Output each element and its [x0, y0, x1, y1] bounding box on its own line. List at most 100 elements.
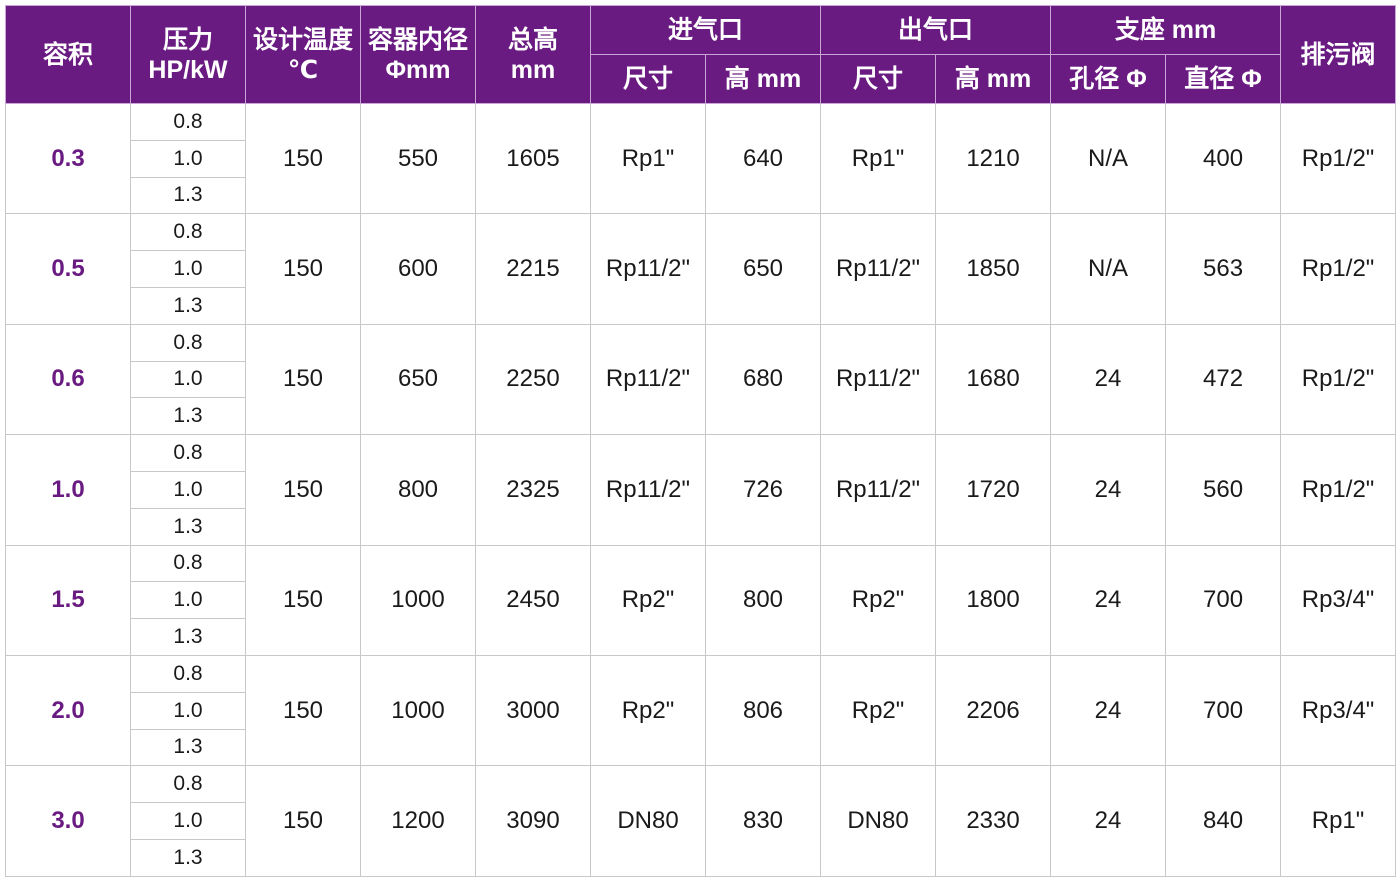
cell-temp: 150	[245, 102, 361, 215]
header-drain-valve: 排污阀	[1280, 5, 1397, 104]
header-outlet: 出气口	[820, 5, 1052, 55]
cell-inlet-size: Rp11/2"	[590, 213, 706, 325]
header-pressure: 压力 HP/kW	[130, 5, 246, 104]
cell-support-dia: 400	[1165, 102, 1282, 215]
cell-hole: 24	[1050, 765, 1167, 877]
cell-pressure: 0.8	[130, 765, 246, 804]
cell-inlet-height: 650	[704, 213, 822, 325]
cell-drain: Rp3/4"	[1280, 654, 1397, 767]
table-row: 1.0	[6, 139, 1396, 178]
cell-inlet-height: 726	[704, 434, 822, 546]
header-inlet-size: 尺寸	[590, 54, 706, 104]
cell-support-dia: 700	[1165, 654, 1282, 767]
table-row: 1.0	[6, 802, 1396, 840]
cell-support-dia: 563	[1165, 213, 1282, 325]
table-row: 0.3 0.8 150 550 1605 Rp1" 640 Rp1" 1210 N/A 400 Rp1…	[5, 102, 1397, 215]
header-height-unit: mm	[510, 55, 556, 84]
cell-pressure: 1.3	[130, 618, 246, 656]
cell-outlet-size: Rp1"	[820, 102, 937, 215]
cell-temp: 150	[245, 213, 361, 325]
cell-pressure: 0.8	[130, 654, 246, 693]
table-row: 3.0 0.8 150 1200 3090 DN80 830 DN80 2330 24 840 Rp1…	[5, 765, 1397, 877]
cell-outlet-height: 1800	[935, 544, 1052, 656]
cell-outlet-height: 1680	[935, 323, 1052, 436]
cell-support-dia: 840	[1165, 765, 1282, 877]
cell-inlet-size: Rp11/2"	[590, 434, 706, 546]
header-diameter-unit: Φmm	[385, 55, 451, 84]
cell-pressure: 1.0	[130, 581, 246, 620]
table-body: 0.3 0.8 150 550 1605 Rp1" 640 Rp1" 1210 N/A 400 Rp1…	[5, 102, 1397, 877]
spec-table: 容积 压力 HP/kW 设计温度 ℃ 容器内径 Φmm 总高 mm 进气口 出气口 支座…	[5, 5, 1397, 877]
table-row: 1.0	[6, 691, 1396, 730]
table-row: 0.6 0.8 150 650 2250 Rp11/2" 680 Rp11/2" 1680 24 4…	[5, 323, 1397, 436]
header-outlet-size: 尺寸	[820, 54, 937, 104]
cell-drain: Rp1/2"	[1280, 213, 1397, 325]
cell-outlet-height: 2206	[935, 654, 1052, 767]
cell-height: 3000	[475, 654, 591, 767]
cell-outlet-size: Rp2"	[820, 654, 937, 767]
header-design-temp: 设计温度 ℃	[245, 5, 361, 104]
cell-temp: 150	[245, 323, 361, 436]
cell-hole: 24	[1050, 323, 1167, 436]
table-header: 容积 压力 HP/kW 设计温度 ℃ 容器内径 Φmm 总高 mm 进气口 出气口 支座…	[5, 5, 1397, 104]
header-inlet: 进气口	[589, 5, 822, 55]
cell-drain: Rp1"	[1280, 765, 1397, 877]
table-row: 0.5 0.8 150 600 2215 Rp11/2" 650 Rp11/2" 1850 N/A…	[5, 213, 1397, 325]
header-outlet-height: 高 mm	[935, 54, 1052, 104]
cell-inlet-size: Rp2"	[590, 544, 706, 656]
table-row: 1.3	[6, 397, 1396, 436]
cell-outlet-height: 1850	[935, 213, 1052, 325]
cell-pressure: 1.3	[130, 728, 246, 767]
cell-pressure: 1.0	[130, 139, 246, 178]
header-total-height: 总高 mm	[475, 5, 591, 104]
cell-height: 3090	[475, 765, 591, 877]
cell-pressure: 1.0	[130, 250, 246, 288]
cell-pressure: 0.8	[130, 213, 246, 252]
cell-hole: N/A	[1050, 213, 1167, 325]
header-height-label: 总高	[507, 25, 558, 54]
table-row: 1.3	[6, 838, 1396, 877]
cell-pressure: 0.8	[130, 544, 246, 583]
cell-pressure: 1.3	[130, 176, 246, 215]
cell-support-dia: 472	[1165, 323, 1282, 436]
cell-pressure: 1.0	[130, 691, 246, 730]
cell-pressure: 1.3	[130, 286, 246, 325]
cell-hole: 24	[1050, 434, 1167, 546]
cell-volume: 1.5	[5, 544, 131, 656]
cell-diameter: 1000	[360, 544, 476, 656]
cell-height: 1605	[475, 102, 591, 215]
table-row: 1.0	[6, 360, 1396, 399]
cell-inlet-size: Rp11/2"	[590, 323, 706, 436]
table-row: 1.0	[6, 470, 1396, 509]
cell-volume: 0.6	[5, 323, 131, 436]
cell-drain: Rp1/2"	[1280, 434, 1397, 546]
table-row: 1.3	[6, 507, 1396, 546]
table-row: 1.0	[6, 250, 1396, 288]
cell-inlet-height: 830	[704, 765, 822, 877]
header-support: 支座 mm	[1050, 5, 1282, 55]
cell-temp: 150	[245, 434, 361, 546]
cell-diameter: 1200	[360, 765, 476, 877]
cell-diameter: 800	[360, 434, 476, 546]
cell-volume: 1.0	[5, 434, 131, 546]
header-support-diameter: 直径 Φ	[1165, 54, 1282, 104]
cell-height: 2450	[475, 544, 591, 656]
cell-outlet-height: 1210	[935, 102, 1052, 215]
cell-pressure: 1.0	[130, 470, 246, 509]
cell-hole: 24	[1050, 544, 1167, 656]
cell-pressure: 0.8	[130, 103, 246, 141]
cell-diameter: 550	[360, 102, 476, 215]
cell-pressure: 0.8	[130, 434, 246, 472]
cell-volume: 0.3	[5, 102, 131, 215]
cell-outlet-size: Rp11/2"	[820, 323, 937, 436]
cell-drain: Rp1/2"	[1280, 102, 1397, 215]
cell-inlet-height: 680	[704, 323, 822, 436]
table-row: 1.0 0.8 150 800 2325 Rp11/2" 726 Rp11/2" 1720 24 5…	[5, 434, 1397, 546]
cell-height: 2325	[475, 434, 591, 546]
cell-support-dia: 560	[1165, 434, 1282, 546]
cell-outlet-height: 2330	[935, 765, 1052, 877]
cell-pressure: 1.0	[130, 802, 246, 840]
cell-volume: 2.0	[5, 654, 131, 767]
table-row: 2.0 0.8 150 1000 3000 Rp2" 806 Rp2" 2206 24 700 Rp3…	[5, 654, 1397, 767]
cell-outlet-size: Rp11/2"	[820, 213, 937, 325]
